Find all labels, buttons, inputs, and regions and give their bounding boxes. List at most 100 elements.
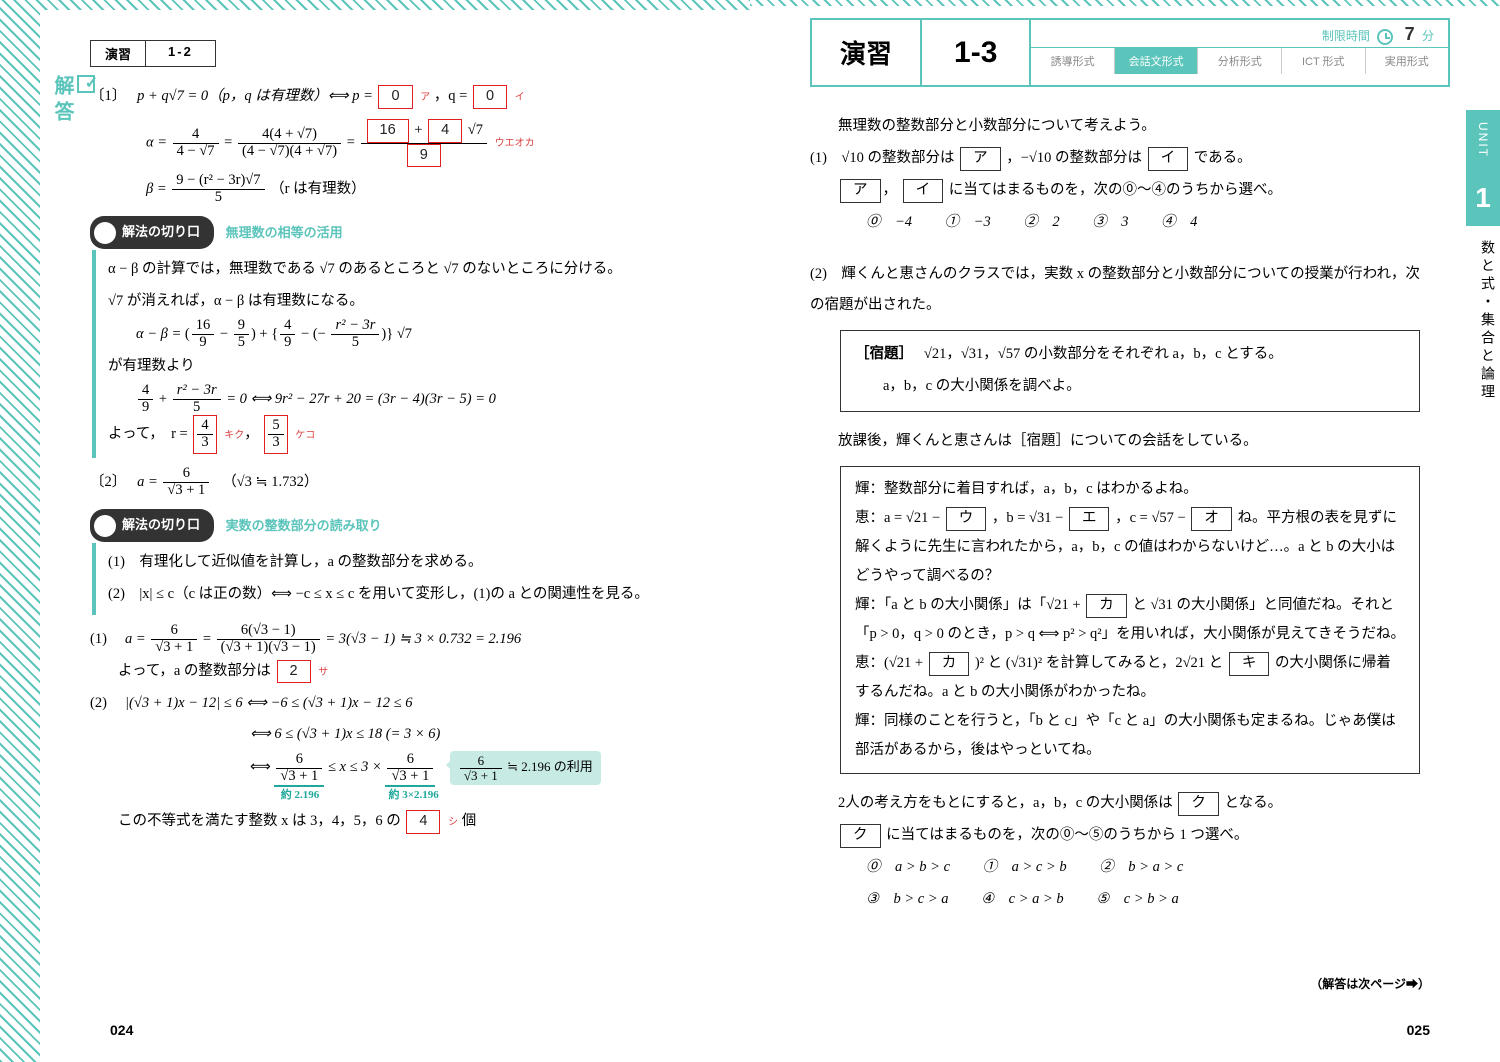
p2-label: 〔2〕 xyxy=(90,474,134,490)
blank-shi: 4 xyxy=(406,810,440,834)
sub-a: ア xyxy=(420,92,430,103)
hint-bubble: 6√3 + 1 ≒ 2.196 の利用 xyxy=(450,751,601,785)
eq-tail: √7 xyxy=(397,326,412,342)
s1n: 6 xyxy=(151,623,197,640)
a-srt: √7 xyxy=(468,122,483,138)
answer-label: 解答 xyxy=(51,75,73,127)
rh-label: 演習 xyxy=(812,20,922,85)
hw-title: ［宿題］ xyxy=(855,346,906,362)
right-header: 演習 1-3 制限時間 7 分 誘導形式 会話文形式 分析形式 ICT 形式 実… xyxy=(810,18,1450,87)
s1-rhs: = 3(√3 − 1) ≒ 3 × 0.732 = 2.196 xyxy=(325,631,521,647)
s2f1d: √3 + 1 xyxy=(276,769,322,785)
c0: ⓪ −4 xyxy=(866,214,912,230)
a-ansd: 9 xyxy=(361,144,488,168)
d1: 輝：整数部分に着目すれば，a，b，c はわかるよね。 xyxy=(855,475,1405,504)
sol2-l4: この不等式を満たす整数 x は 3，4，5，6 の 4 シ 個 xyxy=(90,806,700,838)
blank-a: 0 xyxy=(378,85,412,109)
cut1-sub: 無理数の相等の活用 xyxy=(226,225,343,240)
note2: 約 3×2.196 xyxy=(369,790,459,801)
next-page-note: （解答は次ページ➡） xyxy=(1310,975,1430,992)
s2f2d: √3 + 1 xyxy=(387,769,433,785)
l4p: よって， r = xyxy=(108,426,188,442)
p2-lhs: a = xyxy=(137,474,158,490)
page-num-right: 025 xyxy=(1407,1022,1430,1038)
ex-label: 演習 xyxy=(91,41,146,66)
a-f2n: 4(4 + √7) xyxy=(238,127,341,144)
cut2-l2: (2) |x| ≤ c（c は正の数）⟺ −c ≤ x ≤ c を用いて変形し，… xyxy=(108,579,700,611)
time-label: 制限時間 xyxy=(1322,29,1370,43)
d4b: )² と (√31)² を計算してみると，2√21 と xyxy=(975,655,1223,671)
p2-note: （√3 ≒ 1.732） xyxy=(229,474,318,490)
blank-o: 9 xyxy=(407,144,441,168)
sub-sa: サ xyxy=(318,667,328,678)
cut2-l1: (1) 有理化して近似値を計算し，a の整数部分を求める。 xyxy=(108,547,700,579)
sub-i: イ xyxy=(515,92,525,103)
sub-kiku: キク xyxy=(224,430,244,441)
c3: ③ 3 xyxy=(1092,214,1128,230)
right-page: UNIT 1 数と式・集合と論理 演習 1-3 制限時間 7 分 誘導形式 会 xyxy=(750,0,1500,1062)
e2a: 4 xyxy=(138,383,153,400)
sol2-l1: (2) |(√3 + 1)x − 12| ≤ 6 ⟺ −6 ≤ (√3 + 1)… xyxy=(90,688,700,720)
blank-e-r: エ xyxy=(1069,507,1110,531)
blank-ku: ク xyxy=(1178,792,1219,816)
conclb: となる。 xyxy=(1225,795,1283,811)
blank-i-r: イ xyxy=(1148,147,1189,171)
cut2-sub: 実数の整数部分の読み取り xyxy=(226,518,382,533)
blank-a-r: ア xyxy=(960,147,1001,171)
p3b: 9 xyxy=(280,335,295,351)
cut1-body: α − β の計算では，無理数である √7 のあるところと √7 のないところに… xyxy=(92,250,700,458)
stripe-top xyxy=(0,0,750,10)
s1-label: (1) xyxy=(90,631,121,647)
fmt-3: ICT 形式 xyxy=(1282,48,1366,74)
unit-label: UNIT xyxy=(1466,110,1500,170)
d2: 恵：a = √21 − ウ ，b = √31 − エ ，c = √57 − オ … xyxy=(855,504,1405,591)
cut1-head: ☺ 解法の切り口 xyxy=(90,216,214,249)
sol1-l2: よって，a の整数部分は 2 サ xyxy=(90,656,700,688)
blank-a2: ア xyxy=(840,179,881,203)
cut1-l3: が有理数より xyxy=(108,351,700,383)
p1a: 16 xyxy=(192,318,215,335)
bbd: √3 + 1 xyxy=(460,769,502,783)
unit-title: 数と式・集合と論理 xyxy=(1466,226,1500,416)
hw-l1: ［宿題］ √21，√31，√57 の小数部分をそれぞれ a，b，c とする。 xyxy=(855,339,1405,371)
p2a: 9 xyxy=(234,318,249,335)
conv-intro: 放課後，輝くんと恵さんは［宿題］についての会話をしている。 xyxy=(810,426,1420,458)
right-body: 無理数の整数部分と小数部分について考えよう。 (1) √10 の整数部分は ア … xyxy=(810,111,1450,916)
s1l2p: よって，a の整数部分は xyxy=(118,663,271,679)
cut2-title: 解法の切り口 xyxy=(122,511,200,540)
d2a: 恵：a = √21 − xyxy=(855,510,940,526)
left-page: 解答 演習 1-2 〔1〕 p + q√7 = 0（p，q は有理数）⟺ p =… xyxy=(0,0,750,1062)
blank-o-r: オ xyxy=(1191,507,1232,531)
blank-ku2: ク xyxy=(840,824,881,848)
beta-eq: β = 9 − (r² − 3r)√75 （r は有理数） xyxy=(90,173,700,206)
cut1-eq: α − β = (169 − 95) + {49 − (− r² − 3r5)}… xyxy=(108,318,700,351)
cut2-body: (1) 有理化して近似値を計算し，a の整数部分を求める。 (2) |x| ≤ … xyxy=(92,543,700,615)
s1d2: (√3 + 1)(√3 − 1) xyxy=(217,640,320,656)
b-n: 9 − (r² − 3r)√7 xyxy=(172,173,264,190)
q2c2: ② b > a > c xyxy=(1099,859,1183,875)
homework-box: ［宿題］ √21，√31，√57 の小数部分をそれぞれ a，b，c とする。 a… xyxy=(840,330,1420,412)
s1n2: 6(√3 − 1) xyxy=(217,623,320,640)
d3a: 輝：「a と b の大小関係」は「√21 + xyxy=(855,597,1081,613)
stripe-left xyxy=(0,0,40,1062)
time-row: 制限時間 7 分 xyxy=(1031,20,1448,47)
sol2-l3: ⟺ 6√3 + 1 ≤ x ≤ 3 × 6√3 + 1 6√3 + 1 ≒ 2.… xyxy=(90,751,700,787)
stripe-top-r xyxy=(750,0,1500,6)
r1n: 4 xyxy=(197,418,212,435)
blank-e: 4 xyxy=(428,119,462,143)
sol1: (1) a = 6√3 + 1 = 6(√3 − 1)(√3 + 1)(√3 −… xyxy=(90,623,700,656)
undernotes: 約 2.196 約 3×2.196 xyxy=(90,787,700,802)
p4b: 5 xyxy=(331,335,379,351)
q2-l1: (2) 輝くんと恵さんのクラスでは，実数 x の整数部分と小数部分についての授業… xyxy=(810,259,1420,323)
cut2: ☺ 解法の切り口 実数の整数部分の読み取り (1) 有理化して近似値を計算し，a… xyxy=(90,509,700,615)
e2b: 9 xyxy=(138,400,153,416)
page-num-left: 024 xyxy=(110,1022,133,1038)
blank-ki: キ xyxy=(1229,652,1270,676)
b-lhs: β = xyxy=(146,181,167,197)
concl: 2人の考え方をもとにすると，a，b，c の大小関係は ク となる。 xyxy=(810,788,1420,820)
q1c: である。 xyxy=(1194,150,1252,166)
s2f1n: 6 xyxy=(276,752,322,769)
concl2b: に当てはまるものを，次の⓪～⑤のうちから 1 つ選べ。 xyxy=(886,827,1248,843)
answer-sidebar: 解答 xyxy=(48,75,95,127)
c2: ② 2 xyxy=(1023,214,1059,230)
